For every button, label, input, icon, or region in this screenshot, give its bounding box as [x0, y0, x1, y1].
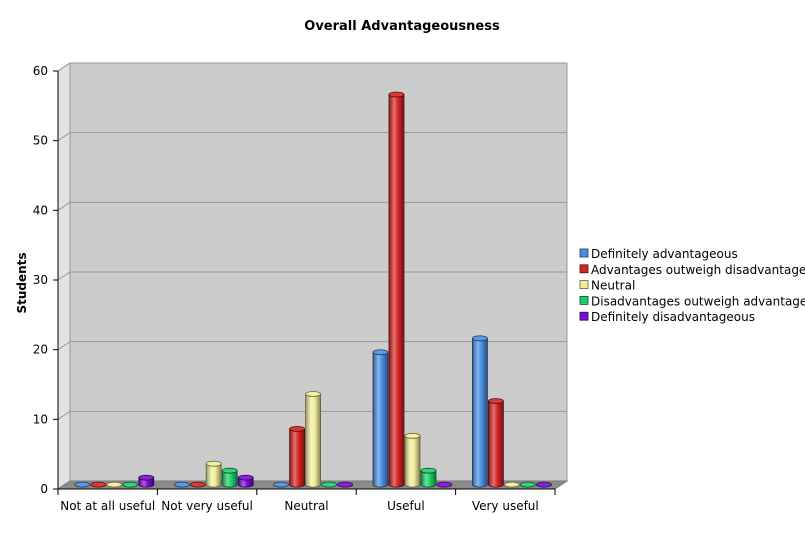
- bar-body: [472, 337, 488, 488]
- bar-body: [205, 463, 222, 488]
- legend-swatch: [579, 311, 589, 321]
- bar-top: [388, 91, 405, 98]
- gridline-side: [57, 62, 71, 72]
- bar-top: [90, 481, 107, 488]
- bar-neutral-not-at-all-useful: [106, 481, 123, 488]
- legend-swatch: [579, 264, 589, 274]
- bar-top: [321, 481, 338, 488]
- bar-body: [420, 470, 437, 488]
- bar-top: [138, 474, 155, 481]
- bar-advantages-outweigh-disadvantages-very-useful: [487, 398, 504, 488]
- legend-label: Advantages outweigh disadvantages: [591, 263, 805, 277]
- bar-top: [74, 481, 91, 488]
- y-tick-label: 10: [33, 412, 48, 426]
- bar-definitely-advantageous-not-at-all-useful: [74, 481, 91, 488]
- bar-advantages-outweigh-disadvantages-not-at-all-useful: [90, 481, 107, 488]
- bar-advantages-outweigh-disadvantages-neutral: [289, 425, 306, 488]
- bar-top: [487, 398, 504, 404]
- legend-label: Definitely advantageous: [591, 247, 738, 261]
- legend-item-definitely-disadvantageous: Definitely disadvantageous: [579, 310, 755, 324]
- bar-top: [106, 481, 123, 488]
- gridline-side: [57, 271, 71, 281]
- bar-top: [520, 481, 536, 488]
- y-tick-label: 20: [33, 343, 48, 357]
- y-tick-label: 60: [33, 64, 48, 78]
- y-tick-label: 30: [33, 273, 48, 287]
- bar-definitely-advantageous-very-useful: [471, 335, 488, 488]
- legend-item-disadvantages-outweigh-advantages: Disadvantages outweigh advantages: [579, 294, 805, 308]
- bar-definitely-disadvantageous-neutral: [337, 481, 354, 488]
- bar-top: [173, 481, 190, 488]
- chart-title: Overall Advantageousness: [304, 19, 500, 34]
- bar-top: [221, 467, 238, 474]
- bar-body: [404, 435, 421, 488]
- bar-advantages-outweigh-disadvantages-useful: [388, 91, 405, 488]
- bar-neutral-neutral: [305, 391, 322, 488]
- x-category-label: Neutral: [284, 499, 328, 513]
- bar-body: [372, 351, 389, 488]
- bar-top: [289, 425, 306, 432]
- bar-definitely-disadvantageous-not-at-all-useful: [138, 474, 155, 488]
- gridline-side: [57, 132, 71, 142]
- bar-top: [122, 481, 139, 488]
- bar-top: [404, 432, 421, 439]
- bar-neutral-very-useful: [503, 481, 520, 488]
- bar-top: [503, 481, 520, 488]
- bar-body: [305, 393, 321, 488]
- y-tick-label: 40: [33, 203, 48, 217]
- bar-top: [536, 481, 552, 488]
- gridline-side: [57, 410, 71, 420]
- bar-disadvantages-outweigh-advantages-very-useful: [520, 481, 536, 488]
- x-category-label: Not very useful: [161, 499, 253, 513]
- legend-swatch: [579, 248, 589, 258]
- bar-definitely-advantageous-neutral: [273, 481, 290, 488]
- bar-top: [420, 467, 437, 474]
- bar-top: [189, 481, 206, 488]
- bar-definitely-disadvantageous-not-very-useful: [237, 474, 254, 488]
- bar-top: [273, 481, 290, 488]
- bar-definitely-advantageous-not-very-useful: [173, 481, 190, 488]
- bars: [74, 91, 552, 488]
- y-tick-label: 0: [40, 482, 48, 496]
- legend-item-neutral: Neutral: [579, 279, 635, 293]
- y-tick-label: 50: [33, 134, 48, 148]
- gridline-side: [57, 341, 71, 351]
- bar-top: [237, 474, 254, 481]
- x-category-label: Not at all useful: [60, 499, 155, 513]
- legend-label: Disadvantages outweigh advantages: [591, 294, 805, 308]
- bar-body: [221, 470, 238, 488]
- bar-body: [388, 94, 405, 488]
- bar-definitely-disadvantageous-useful: [436, 481, 453, 488]
- bar-definitely-advantageous-useful: [372, 349, 389, 488]
- bar-top: [337, 481, 354, 488]
- bar-top: [205, 460, 222, 467]
- bar-definitely-disadvantageous-very-useful: [536, 481, 552, 488]
- bar-body: [289, 428, 305, 488]
- bar-top: [372, 349, 389, 356]
- legend-item-definitely-advantageous: Definitely advantageous: [579, 247, 738, 261]
- bar-disadvantages-outweigh-advantages-neutral: [321, 481, 338, 488]
- legend-swatch: [579, 295, 589, 305]
- legend-label: Definitely disadvantageous: [591, 310, 755, 324]
- legend: Definitely advantageous Advantages outwei…: [579, 247, 805, 324]
- legend-label: Neutral: [591, 279, 635, 293]
- bar-disadvantages-outweigh-advantages-not-at-all-useful: [122, 481, 139, 488]
- legend-swatch: [579, 280, 589, 290]
- x-category-label: Very useful: [472, 499, 539, 513]
- bar-disadvantages-outweigh-advantages-useful: [420, 467, 437, 488]
- bar-body: [488, 400, 504, 488]
- bar-advantages-outweigh-disadvantages-not-very-useful: [189, 481, 206, 488]
- gridline-side: [57, 201, 71, 211]
- bar-neutral-useful: [404, 432, 421, 488]
- bar-top: [436, 481, 453, 488]
- x-category-label: Useful: [387, 499, 425, 513]
- bar-disadvantages-outweigh-advantages-not-very-useful: [221, 467, 238, 488]
- bar-top: [471, 335, 488, 342]
- y-axis-title: Students: [15, 252, 29, 313]
- bar-top: [305, 391, 322, 397]
- bar-neutral-not-very-useful: [205, 460, 222, 488]
- legend-item-advantages-outweigh-disadvantages: Advantages outweigh disadvantages: [579, 263, 805, 277]
- plot-area: 0 10 20 30 40 50 60 Not at all useful Not very u…: [33, 62, 569, 513]
